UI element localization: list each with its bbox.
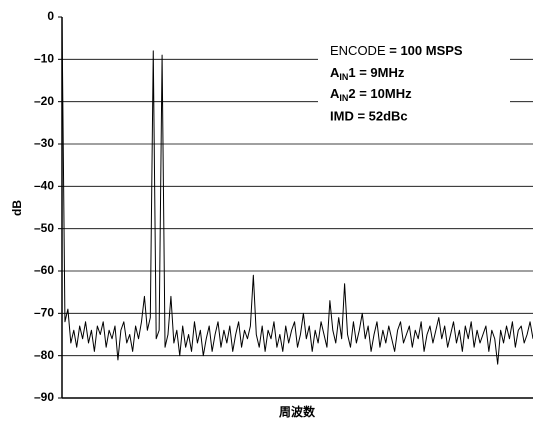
annotation-part: IN [339,72,348,82]
y-tick-label: –20 [34,94,54,108]
y-tick-label: –30 [34,136,54,150]
y-tick-label: –70 [34,306,54,320]
annotation: AIN2 = 10MHz [330,86,412,103]
y-tick-label: –90 [34,390,54,404]
annotation-part: 2 = 10MHz [348,86,412,101]
y-tick-label: –40 [34,179,54,193]
y-tick-label: –80 [34,348,54,362]
y-tick-label: –60 [34,263,54,277]
annotation-part: A [330,65,340,80]
annotation-part: IN [339,93,348,103]
y-axis-label: dB [10,200,24,216]
annotation: AIN1 = 9MHz [330,65,405,82]
spectrum-line [61,16,533,365]
annotation-part: A [330,86,340,101]
grid [62,58,533,357]
annotation-part: = 100 MSPS [389,43,463,58]
annotation-part: 1 = 9MHz [348,65,404,80]
annotation: IMD = 52dBc [330,108,408,123]
annotation: ENCODE = 100 MSPS [330,43,463,58]
y-tick-label: –10 [34,52,54,66]
x-axis-label: 周波数 [279,404,316,419]
annotation-box [318,38,510,130]
y-tick-label: –50 [34,221,54,235]
y-tick-label: 0 [47,9,54,23]
annotation-part: ENCODE [330,43,386,58]
